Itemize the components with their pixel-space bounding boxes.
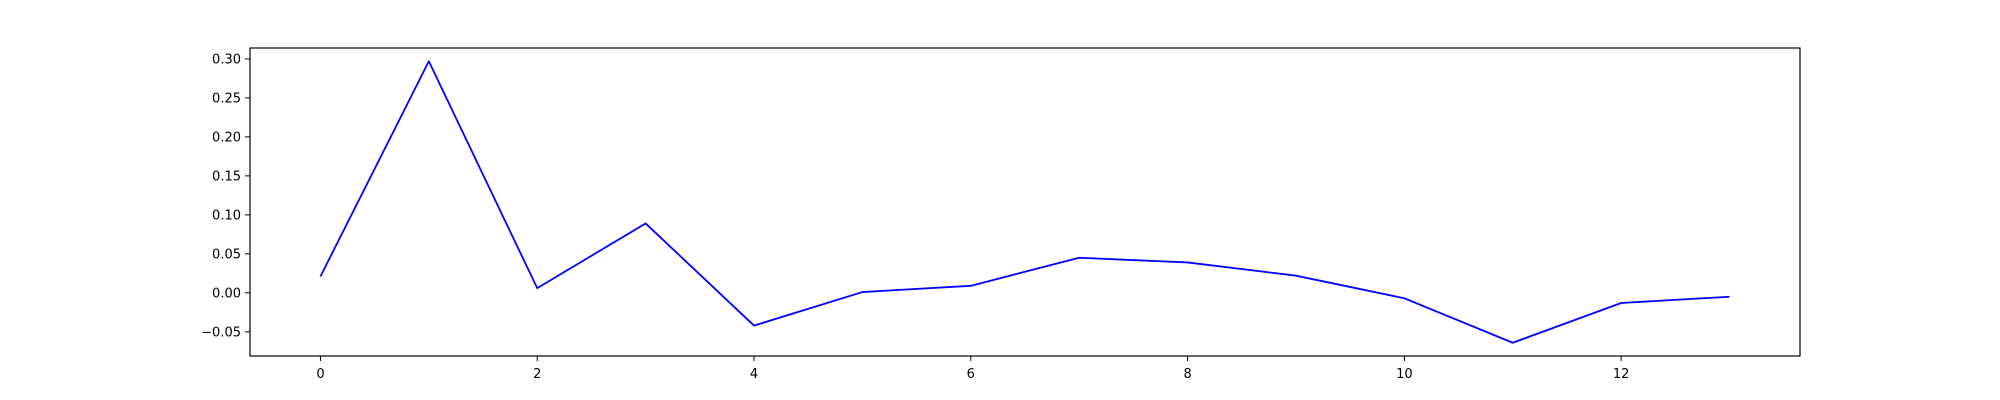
x-tick-label: 10: [1396, 367, 1413, 382]
x-tick-label: 6: [967, 367, 975, 382]
y-tick-label: −0.05: [201, 325, 241, 340]
plot-frame: [249, 47, 1801, 357]
y-tick-label: 0.05: [212, 247, 241, 262]
series-layer: [319, 60, 1730, 344]
x-tick-label: 12: [1613, 367, 1630, 382]
y-tick-label: 0.25: [212, 91, 241, 106]
y-tick-label: 0.00: [212, 286, 241, 301]
y-tick-label: 0.30: [212, 52, 241, 67]
y-tick-label: 0.20: [212, 130, 241, 145]
series-line: [319, 60, 1730, 344]
x-tick-label: 2: [533, 367, 541, 382]
x-tick-label: 0: [316, 367, 324, 382]
y-tick-label: 0.15: [212, 169, 241, 184]
x-axis: 0 2 4 6 8 10 12: [316, 356, 1629, 382]
x-tick-label: 4: [750, 367, 758, 382]
x-tick-label: 8: [1183, 367, 1191, 382]
y-tick-label: 0.10: [212, 208, 241, 223]
y-axis: −0.05 0.00 0.05 0.10 0.15 0.20 0.25 0.30: [201, 52, 250, 340]
